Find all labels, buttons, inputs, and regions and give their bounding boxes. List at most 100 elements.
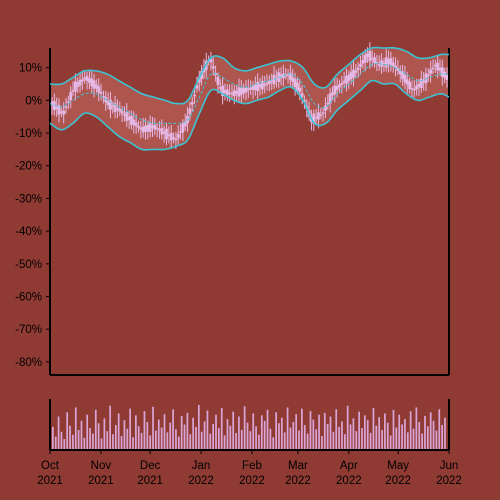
x-tick-label: Apr 2022 [336,460,362,487]
volume-bar [209,433,212,450]
candle [118,101,122,117]
volume-bar [252,413,255,450]
candle-body [162,131,166,134]
volume-bar [135,415,137,450]
volume-bar [301,408,303,450]
candle [102,90,105,104]
candle [401,64,404,86]
candle [265,74,269,91]
volume-bar [120,436,123,450]
candle [410,80,414,98]
candle-body [193,94,196,97]
x-tick-year: 2022 [436,475,462,487]
candle-body [270,80,274,82]
candle [431,59,435,75]
candle [363,49,367,72]
candle-body [253,84,257,91]
x-tick-year: 2022 [336,475,362,487]
volume-bar [438,409,441,450]
candle-body [410,88,414,90]
volume-bar [406,432,409,450]
candle [237,78,241,103]
volume-bar [100,438,103,450]
candle [78,72,82,93]
volume-bar [166,432,169,450]
volume-bar [192,417,194,450]
volume-bar [389,435,392,450]
candle [169,124,173,149]
candle [172,132,175,144]
candle-body [139,127,143,130]
candle-body [429,69,433,74]
volume-bar [283,432,286,450]
volume-bar [109,405,111,450]
candle [429,60,433,83]
candle [228,84,232,103]
volume-bar [306,433,309,450]
x-tick-label: Nov 2021 [88,460,114,487]
candle-body [148,122,152,132]
candle-body [169,132,173,141]
candle-body [356,67,360,71]
candle-body [232,90,236,97]
candle [347,70,351,89]
candle-body [263,84,267,86]
candle-body [57,104,61,115]
candle [433,59,437,74]
candle [354,63,358,79]
candle-body [405,79,409,85]
x-tick-year: 2021 [88,475,114,487]
candle-body [391,62,395,66]
candle-body [443,71,447,78]
volume-bar [401,424,403,450]
candle-body [167,134,171,137]
x-tick-month: Jan [192,460,211,472]
candle-body [242,87,246,94]
candle [57,98,61,123]
candle [417,78,421,96]
volume-bar [132,437,134,450]
volume-bar [160,427,163,450]
volume-bar [54,436,57,450]
volume-bar [332,431,335,450]
volume-bar [289,427,292,450]
volume-bar [358,411,360,450]
candle-body [64,106,68,108]
candle [394,57,397,77]
candle [445,67,449,88]
candle [398,65,402,83]
volume-bar [323,412,326,450]
volume-bar [86,414,89,450]
candle-body [195,85,199,89]
candle-body [314,116,318,119]
candle [50,97,54,115]
x-tick-month: Nov [91,460,112,472]
candle [405,71,409,94]
candle-body [324,105,327,111]
volume-bar [292,422,295,450]
candle [382,58,386,72]
candle-body [239,87,243,95]
candle-body [71,90,75,92]
volume-bar [286,407,289,450]
candle-body [62,110,66,115]
candle [223,83,227,101]
candle [55,97,59,117]
candle-body [211,66,215,69]
candle [277,68,281,89]
volume-bar [386,422,389,450]
x-tick-month: Dec [140,460,161,472]
y-axis: 10% 0% -10% -20% -30% -40% -50% -60% -70% -80% [15,63,50,369]
candle-body [333,85,337,95]
candle-body [160,127,164,135]
candle-body [99,92,103,94]
candle-body [66,101,70,103]
x-tick-year: 2022 [188,475,214,487]
candle [125,103,129,127]
candle-body [345,76,348,84]
volume-bar [103,418,106,450]
candle [296,76,299,95]
y-tick-label: -50% [15,259,42,271]
candle-body [328,93,332,104]
candle-body [118,108,122,112]
